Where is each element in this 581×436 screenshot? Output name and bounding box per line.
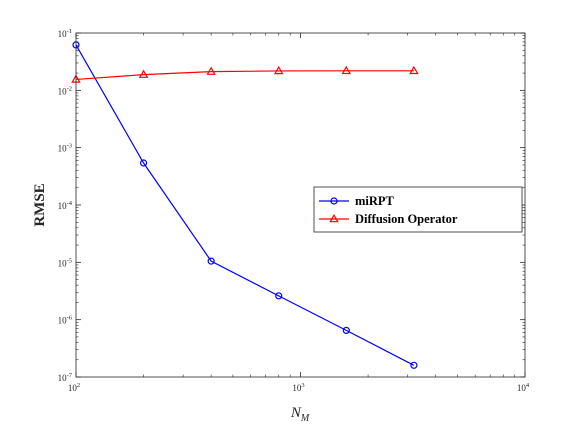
legend-label-diffusion: Diffusion Operator — [355, 212, 458, 226]
y-tick-label-2: 10-5 — [58, 257, 72, 268]
legend-label-mirpt: miRPT — [355, 194, 395, 208]
x-ticks: 102 103 104 — [68, 33, 530, 393]
data-point-diffusion-operator-5 — [409, 65, 419, 75]
legend-marker-mirpt — [330, 197, 338, 205]
x-tick-label-1: 103 — [292, 382, 304, 393]
data-point-mirpt-3 — [275, 292, 283, 300]
data-point-mirpt-4 — [342, 326, 350, 334]
legend-box — [313, 186, 523, 233]
legend-marker-diffusion — [329, 213, 339, 223]
y-tick-label-6: 10-1 — [58, 28, 72, 39]
legend: miRPT Diffusion Operator — [313, 186, 523, 233]
y-tick-label-4: 10-3 — [58, 143, 72, 154]
y-axis-title: RMSE — [32, 183, 48, 226]
y-tick-label-3: 10-4 — [58, 200, 73, 211]
series-line-mirpt — [75, 44, 415, 366]
data-point-mirpt-2 — [207, 257, 215, 265]
x-tick-label-0: 102 — [68, 382, 80, 393]
data-point-mirpt-1 — [139, 159, 148, 167]
x-axis-title: NM — [290, 405, 310, 424]
series-line-diffusion-operator — [75, 70, 414, 81]
x-tick-label-2: 104 — [517, 382, 530, 393]
data-point-diffusion-operator-2 — [206, 66, 216, 75]
y-tick-label-1: 10-6 — [58, 315, 73, 326]
y-ticks: 10-7 10-6 10-5 10-4 10-3 10-2 10-1 — [58, 28, 525, 383]
data-point-diffusion-operator-3 — [274, 65, 284, 75]
x-axis-title-subscript: M — [300, 413, 310, 424]
y-tick-label-5: 10-2 — [58, 85, 72, 96]
data-point-mirpt-5 — [410, 361, 418, 369]
y-tick-label-0: 10-7 — [58, 372, 73, 383]
x-axis-title-main: N — [290, 405, 302, 421]
data-point-diffusion-operator-1 — [138, 69, 149, 78]
data-point-diffusion-operator-4 — [341, 65, 352, 75]
